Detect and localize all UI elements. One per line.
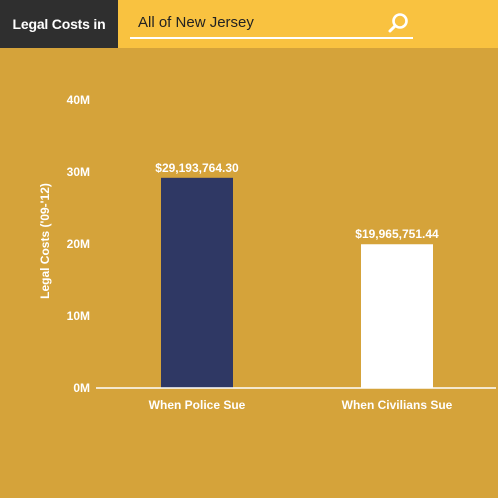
y-tick-label: 10M — [67, 309, 90, 323]
filter-bar: Legal Costs in — [0, 0, 498, 48]
x-axis-categories: When Police Sue When Civilians Sue — [149, 398, 453, 412]
bar-value-label: $19,965,751.44 — [355, 227, 439, 241]
bars: $29,193,764.30 $19,965,751.44 — [155, 161, 439, 388]
y-axis-title: Legal Costs ('09-'12) — [38, 183, 52, 299]
x-category-label: When Civilians Sue — [342, 398, 453, 412]
bar-chart: 0M 10M 20M 30M 40M Legal Costs ('09-'12) $29… — [38, 93, 496, 412]
y-axis-ticks: 0M 10M 20M 30M 40M — [67, 93, 90, 395]
y-tick-label: 30M — [67, 165, 90, 179]
search-icon[interactable] — [387, 12, 409, 34]
y-tick-label: 20M — [67, 237, 90, 251]
search-input[interactable] — [130, 9, 380, 37]
filter-label: Legal Costs in — [0, 0, 118, 48]
y-tick-label: 40M — [67, 93, 90, 107]
search-field[interactable] — [130, 9, 413, 39]
y-tick-label: 0M — [73, 381, 90, 395]
bar-civilians[interactable] — [361, 244, 433, 388]
bar-value-label: $29,193,764.30 — [155, 161, 239, 175]
x-category-label: When Police Sue — [149, 398, 246, 412]
bar-police[interactable] — [161, 177, 233, 388]
